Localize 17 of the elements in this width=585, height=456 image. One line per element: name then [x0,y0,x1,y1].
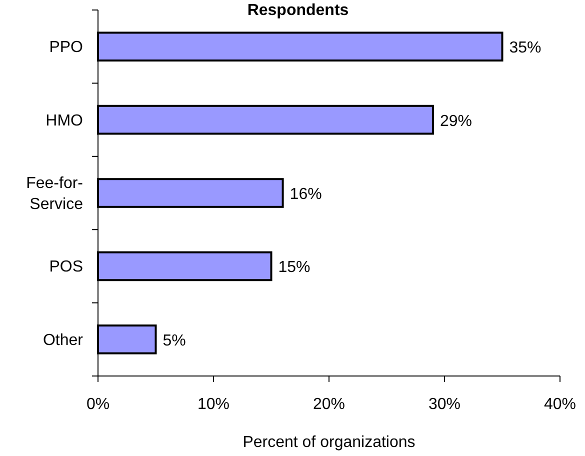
y-tick-label: Other [42,332,84,349]
y-tick-label: POS [49,258,83,276]
x-tick-label: 40% [544,396,576,413]
x-axis-title: Percent of organizations [242,434,416,451]
x-tick-label: 10% [197,396,230,413]
chart-title: Respondents [247,2,349,19]
x-tick-label: 0% [86,396,110,413]
x-tick-label: 20% [312,396,346,413]
y-tick-label: Fee-for-Service [26,175,84,213]
data-label: 16% [290,186,322,203]
data-label: 35% [509,40,542,57]
y-tick-label: HMO [46,112,83,130]
data-label: 29% [440,112,472,130]
data-label: 15% [278,259,310,276]
x-tick-label: 30% [428,396,461,413]
y-tick-label: PPO [49,39,83,56]
data-label: 5% [162,332,186,350]
